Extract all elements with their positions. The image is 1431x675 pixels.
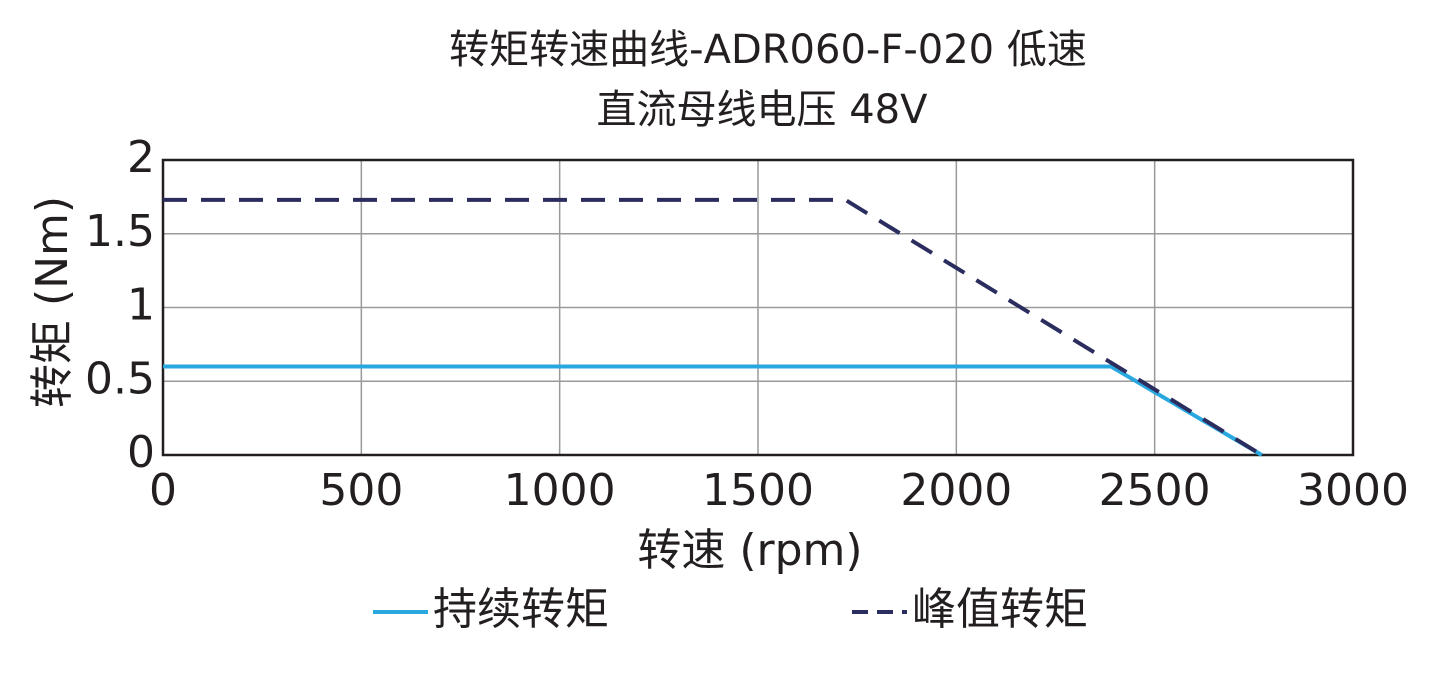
series-line [163, 197, 1263, 457]
x-tick-label: 3000 [1297, 465, 1409, 516]
x-tick-label: 500 [319, 465, 403, 516]
series-line [163, 364, 1263, 457]
plot-frame [161, 158, 1355, 457]
y-tick-label: 2 [127, 132, 155, 183]
x-tick-label: 1500 [702, 465, 814, 516]
y-tick-label: 1.5 [85, 206, 155, 257]
legend-label: 持续转矩 [433, 584, 609, 635]
chart-subtitle: 直流母线电压 48V [597, 87, 929, 133]
y-axis-label: 转矩 (Nm) [27, 196, 78, 408]
x-axis-label: 转速 (rpm) [637, 525, 862, 576]
y-tick-label: 0.5 [85, 353, 155, 404]
x-tick-label: 0 [149, 465, 177, 516]
x-tick-label: 2000 [900, 465, 1012, 516]
x-tick-label: 2500 [1099, 465, 1211, 516]
legend-label: 峰值转矩 [912, 584, 1088, 635]
chart-title: 转矩转速曲线-ADR060-F-020 低速 [449, 27, 1087, 73]
y-tick-label: 0 [127, 427, 155, 478]
y-tick-label: 1 [127, 280, 155, 331]
x-tick-label: 1000 [504, 465, 616, 516]
